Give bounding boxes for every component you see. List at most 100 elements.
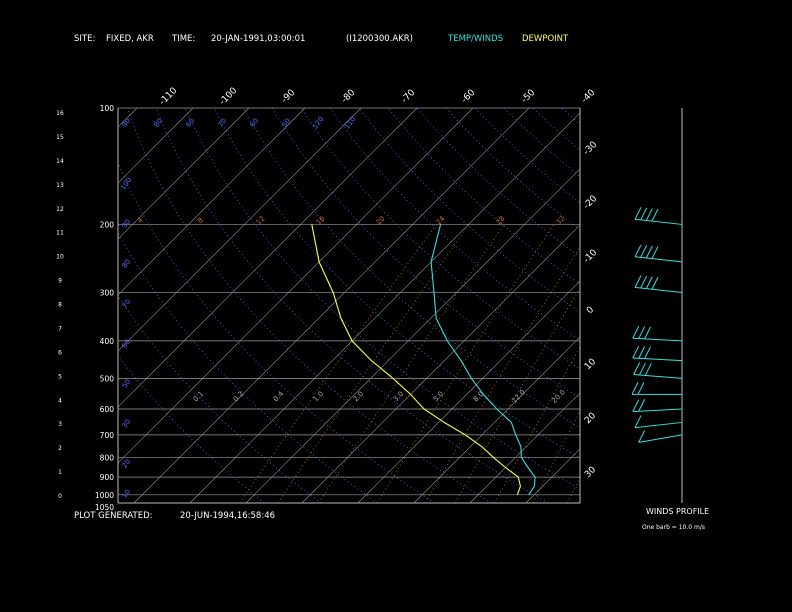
adiabat-label: 90	[121, 117, 133, 129]
wind-barb-flag	[638, 399, 646, 412]
isotherm-line	[469, 392, 580, 503]
mixing-ratio-lines	[239, 224, 580, 503]
adiabat-label: 100	[119, 176, 133, 192]
wind-panel-note: One barb = 10.0 m/s	[642, 524, 705, 531]
isotherm-line	[133, 108, 530, 503]
isotherm-line	[357, 280, 580, 503]
isotherm-line	[582, 108, 792, 503]
wind-barb-shaft	[632, 357, 683, 362]
isotherm-top-label: -90	[280, 88, 298, 106]
mixing-ratio-lower-label: 1.0	[312, 390, 326, 404]
adiabat-label: 60	[185, 117, 197, 129]
adiabat-label: 50	[281, 117, 293, 129]
pressure-tick-label: 900	[100, 473, 115, 482]
adiabat-label: 10	[121, 488, 133, 500]
mixing-ratio-line	[239, 224, 437, 503]
dry-adiabat	[561, 108, 580, 125]
mixing-ratio-lower-label: 0.2	[232, 390, 246, 404]
wind-barb-flag	[634, 275, 642, 288]
isotherm-line	[118, 108, 418, 408]
wind-barb-flag	[651, 208, 659, 222]
adiabat-label: 70	[217, 117, 229, 129]
mixing-ratio-label: 12	[255, 215, 267, 227]
dry-adiabat	[620, 108, 792, 503]
pressure-tick-label: 1000	[95, 491, 114, 500]
mixing-ratio-line	[318, 224, 505, 503]
isotherm-line	[638, 108, 792, 503]
height-tick-label: 6	[58, 349, 62, 356]
mixing-ratio-lower-label: 5.0	[432, 390, 446, 404]
dry-adiabat	[591, 108, 792, 503]
isotherm-right-label: 10	[583, 357, 598, 372]
isotherm-line	[301, 224, 580, 503]
isotherm-line	[0, 108, 81, 503]
pressure-tick-label: 800	[100, 453, 115, 462]
dry-adiabat	[118, 355, 265, 503]
isotherm-right-label: 0	[585, 305, 596, 316]
height-tick-label: 13	[56, 182, 64, 189]
height-tick-label: 16	[56, 110, 64, 117]
mixing-ratio-line	[425, 246, 580, 503]
wind-barb-shaft	[634, 218, 683, 225]
axis-labels: 1002003004005006007008009001000105016151…	[56, 86, 599, 512]
adiabat-label: 20	[121, 458, 133, 470]
dry-adiabat	[118, 295, 322, 503]
mixing-ratio-line	[494, 346, 580, 503]
height-tick-label: 0	[58, 493, 62, 500]
dry-adiabat	[242, 108, 580, 429]
wind-barb-shaft	[634, 286, 683, 294]
wind-barb-flag	[638, 430, 646, 443]
dry-adiabat	[184, 108, 580, 490]
wind-barb-shaft	[638, 434, 683, 443]
height-tick-label: 5	[58, 373, 62, 380]
dry-adiabat	[445, 108, 580, 231]
adiabat-label: 50	[121, 378, 133, 390]
height-tick-label: 9	[58, 278, 62, 285]
isotherm-line	[245, 168, 580, 503]
isotherms	[0, 108, 792, 503]
isotherm-line	[118, 108, 250, 240]
mixing-ratio-label: 32	[555, 215, 567, 227]
wind-barb-flag	[632, 326, 640, 339]
wind-barb-flag	[632, 345, 640, 359]
dry-adiabat	[532, 108, 580, 151]
height-tick-label: 14	[56, 158, 64, 165]
height-tick-label: 8	[58, 302, 62, 309]
wind-barb-flag	[640, 275, 648, 289]
isotherm-line	[118, 108, 474, 464]
isotherm-right-label: 20	[583, 411, 598, 426]
legend-temp: TEMP/WINDS	[447, 34, 503, 44]
wind-barb-flag	[644, 346, 652, 359]
pressure-tick-label: 500	[100, 374, 115, 383]
adiabat-label: 80	[121, 258, 133, 270]
wind-barb-flag	[634, 207, 642, 220]
dry-adiabat	[358, 108, 580, 313]
mixing-ratio-lower-label: 20.0	[550, 388, 567, 405]
dry-adiabat	[213, 108, 580, 459]
isotherm-line	[189, 112, 580, 503]
dry-adiabat	[503, 108, 580, 178]
isotherm-right-label: -10	[582, 248, 600, 266]
dry-adiabat	[271, 108, 580, 399]
adiabat-label: 110	[343, 115, 357, 131]
adiabat-label: 60	[121, 338, 133, 350]
height-tick-label: 1	[58, 469, 62, 476]
mixing-ratio-label: 20	[375, 215, 387, 227]
height-tick-label: 11	[56, 230, 64, 237]
mixing-ratio-label: 8	[196, 216, 205, 225]
generated-label: PLOT GENERATED:	[74, 511, 153, 521]
isotherm-top-label: -60	[460, 88, 478, 106]
wind-barb-flag	[651, 246, 659, 259]
plot-frame	[117, 108, 581, 504]
isotherm-top-label: -100	[218, 86, 240, 108]
generated-value: 20-JUN-1994,16:58:46	[180, 511, 275, 521]
wind-barb-flag	[640, 245, 648, 258]
isotherm-top-label: -110	[158, 86, 180, 108]
adiabat-label: 90	[121, 218, 133, 230]
dry-adiabat	[649, 108, 792, 503]
isotherm-line	[525, 448, 580, 503]
wind-barb-flag	[634, 244, 642, 258]
wind-barb-flag	[638, 346, 646, 359]
sounding-profiles	[311, 224, 536, 496]
